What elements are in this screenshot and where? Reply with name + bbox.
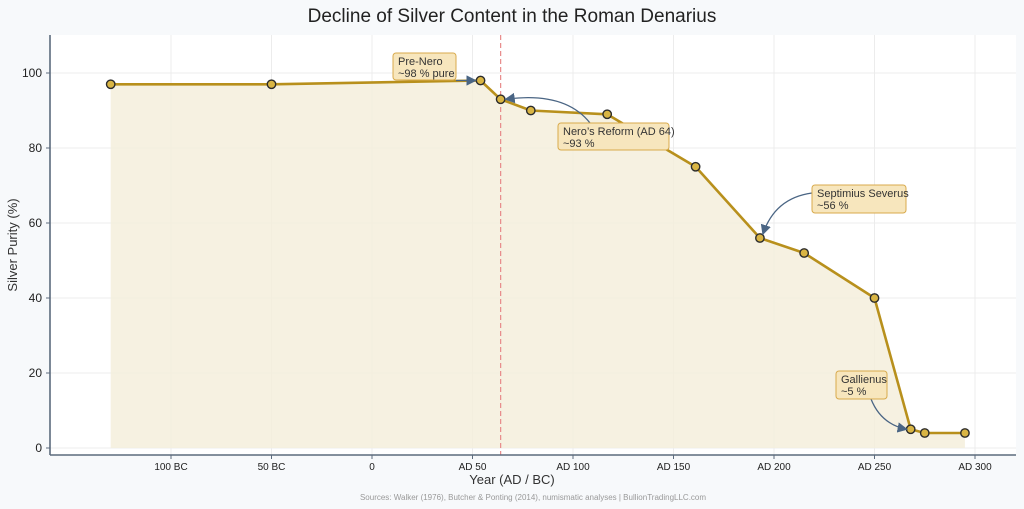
annotation-box bbox=[835, 370, 888, 400]
data-point-marker bbox=[525, 105, 536, 116]
annotation-arrow bbox=[504, 92, 591, 124]
x-tick-label: AD 50 bbox=[459, 462, 487, 473]
annotation-arrow bbox=[760, 192, 813, 236]
chart-title: Decline of Silver Content in the Roman D… bbox=[308, 6, 717, 27]
annotation-label: Septimius Severus bbox=[817, 188, 909, 200]
y-tick-label: 60 bbox=[29, 216, 43, 230]
data-point-marker bbox=[905, 424, 916, 435]
annotation-label: Pre-Nero bbox=[398, 56, 443, 68]
data-point-marker bbox=[105, 79, 116, 90]
tick-labels: 100 BC 50 BC 0 AD 50 AD 100 AD 150 AD 200 AD 25… bbox=[22, 66, 992, 473]
annotation-box bbox=[392, 52, 457, 81]
data-point-marker bbox=[799, 248, 810, 258]
area-fill bbox=[110, 80, 965, 448]
y-tick-label: 80 bbox=[29, 141, 43, 155]
x-tick-label: AD 150 bbox=[657, 462, 691, 473]
data-point-marker bbox=[266, 79, 277, 90]
data-point-marker bbox=[869, 293, 880, 303]
annotation-box bbox=[811, 184, 907, 214]
x-tick-label: AD 300 bbox=[958, 462, 992, 473]
y-tick-label: 100 bbox=[22, 66, 42, 80]
x-tick-label: 100 BC bbox=[154, 462, 187, 473]
data-point-marker bbox=[495, 94, 506, 105]
axes bbox=[49, 35, 1016, 456]
x-axis-label: Year (AD / BC) bbox=[469, 472, 555, 487]
x-tick-label: AD 250 bbox=[858, 462, 892, 473]
y-tick-label: 0 bbox=[35, 441, 42, 455]
data-point-marker bbox=[690, 161, 701, 172]
annotation-arrow bbox=[870, 398, 908, 433]
data-point-marker bbox=[960, 428, 970, 438]
annotation-box bbox=[557, 122, 670, 151]
annotation-label: Nero’s Reform (AD 64) bbox=[563, 126, 675, 138]
data-point-marker bbox=[755, 233, 765, 243]
data-point-marker bbox=[475, 75, 486, 86]
x-tick-label: AD 100 bbox=[556, 462, 590, 473]
y-tick-label: 40 bbox=[29, 291, 43, 305]
y-tick-label: 20 bbox=[29, 366, 43, 380]
annotation-value: ~5 % bbox=[841, 386, 867, 398]
annotation-value: ~98 % pure bbox=[398, 68, 455, 80]
x-tick-label: 50 BC bbox=[258, 462, 286, 473]
data-markers bbox=[105, 75, 970, 438]
data-point-marker bbox=[919, 428, 930, 438]
source-note: Sources: Walker (1976), Butcher & Pontin… bbox=[360, 493, 706, 502]
annotation-label: Gallienus bbox=[841, 374, 887, 386]
annotation-value: ~93 % bbox=[563, 138, 595, 150]
x-tick-label: 0 bbox=[369, 462, 375, 473]
annotation-value: ~56 % bbox=[817, 200, 849, 212]
data-point-marker bbox=[602, 109, 613, 120]
y-axis-label: Silver Purity (%) bbox=[5, 198, 20, 291]
x-tick-label: AD 200 bbox=[757, 462, 791, 473]
